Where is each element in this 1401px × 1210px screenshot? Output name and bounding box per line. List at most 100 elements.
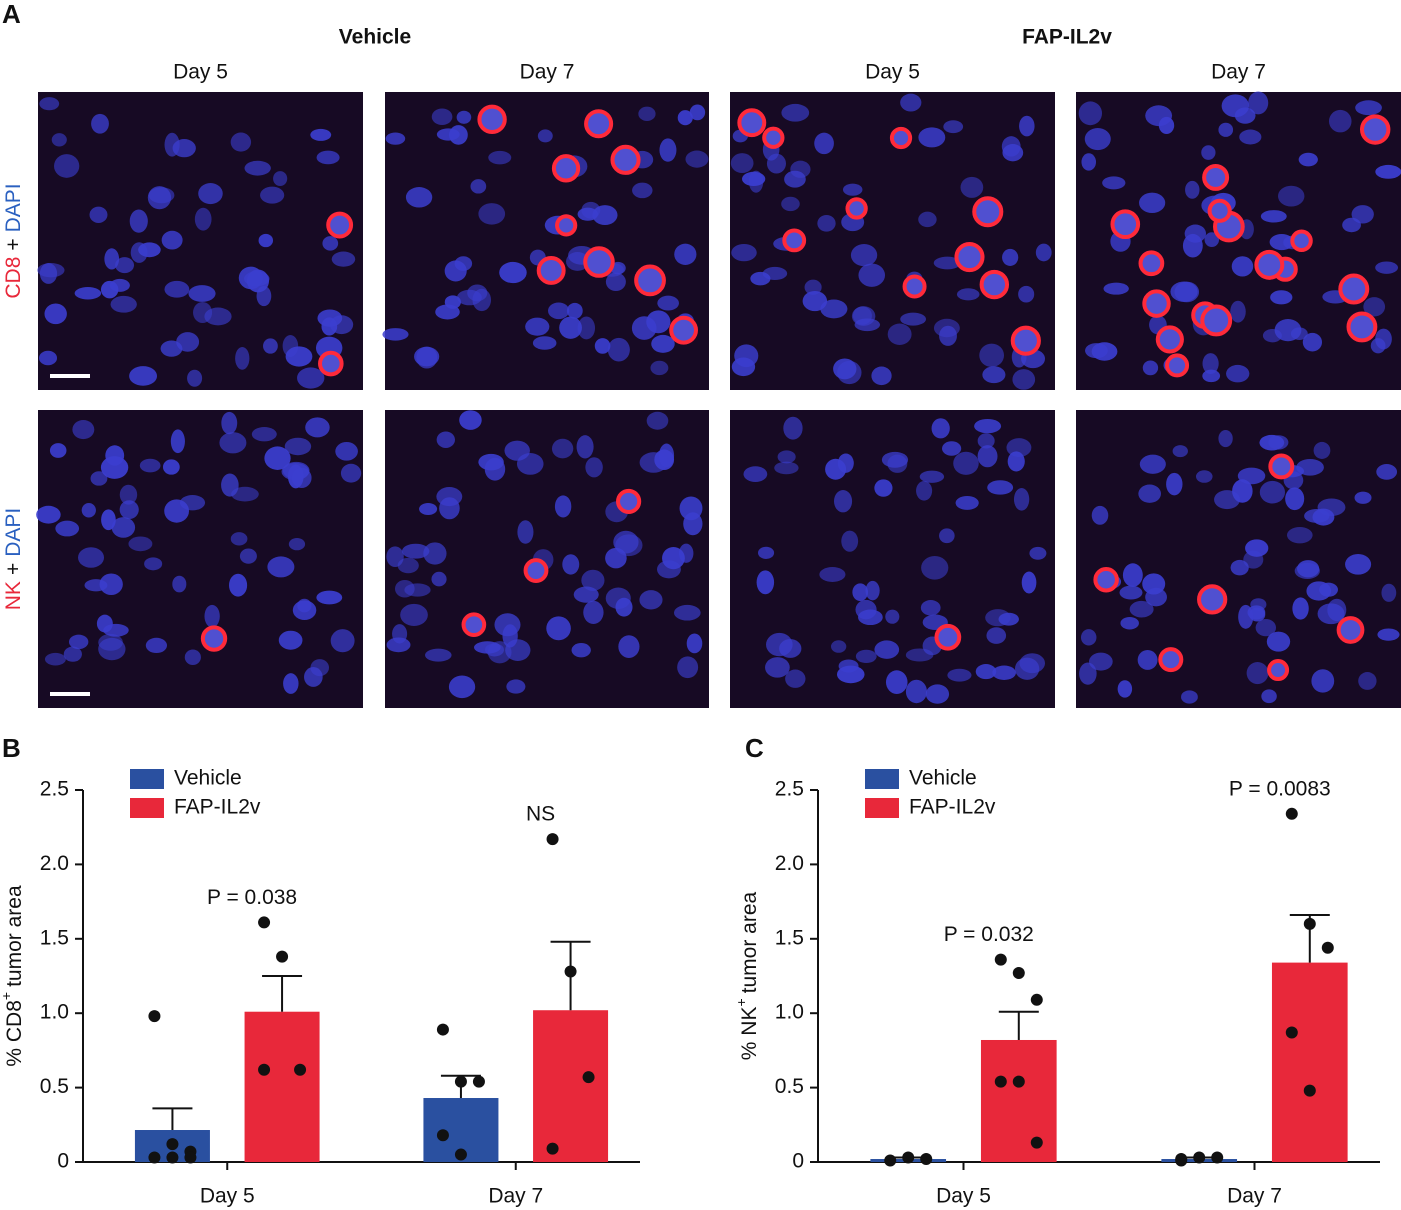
nucleus <box>1119 585 1143 600</box>
nucleus <box>777 450 796 464</box>
nucleus <box>502 624 518 648</box>
nucleus <box>613 530 639 554</box>
nucleus <box>1103 282 1129 295</box>
nucleus <box>743 466 768 482</box>
nucleus <box>448 675 476 699</box>
nucleus <box>129 209 148 233</box>
stained-cell <box>634 264 666 297</box>
stained-cell <box>536 255 566 285</box>
nucleus <box>559 316 582 339</box>
nucleus <box>977 445 998 468</box>
stained-cell <box>669 315 698 345</box>
nucleus <box>551 438 574 459</box>
nucleus <box>405 187 433 208</box>
nucleus <box>865 580 880 601</box>
nucleus <box>933 318 960 338</box>
nucleus <box>130 242 148 263</box>
nucleus <box>1102 176 1126 190</box>
nucleus <box>850 244 878 267</box>
nucleus <box>81 502 96 518</box>
data-point <box>1285 1026 1298 1039</box>
nucleus <box>817 214 836 232</box>
data-point <box>1030 993 1043 1006</box>
nucleus <box>532 336 557 350</box>
nucleus <box>292 600 317 621</box>
nucleus <box>331 251 356 267</box>
nucleus <box>1345 553 1372 575</box>
nucleus <box>855 649 877 664</box>
nucleus <box>920 600 941 616</box>
nucleus <box>340 463 362 483</box>
nucleus <box>1172 445 1188 458</box>
nucleus <box>386 637 411 653</box>
stained-cell <box>889 126 913 150</box>
nucleus <box>825 458 847 480</box>
nucleus <box>1018 285 1035 303</box>
nucleus <box>742 171 766 187</box>
nucleus <box>852 583 869 602</box>
nucleus <box>583 600 604 624</box>
nucleus <box>885 670 908 694</box>
nucleus <box>784 170 806 188</box>
nucleus <box>632 182 653 199</box>
nucleus <box>184 649 201 666</box>
nucleus <box>239 548 257 564</box>
nucleus <box>830 640 847 653</box>
nucleus <box>1381 583 1397 602</box>
x-tick-label: Day 5 <box>200 1185 255 1208</box>
nucleus <box>765 657 790 678</box>
nucleus <box>449 125 468 145</box>
nucleus <box>1270 290 1293 305</box>
stained-cell <box>200 625 228 652</box>
nucleus <box>54 154 80 178</box>
nucleus <box>316 150 340 165</box>
nucleus <box>852 306 872 325</box>
nucleus <box>1221 94 1250 118</box>
bar <box>980 1039 1057 1162</box>
nucleus <box>63 646 82 662</box>
nucleus <box>144 557 163 571</box>
nucleus <box>436 431 455 448</box>
nucleus <box>1117 680 1133 698</box>
y-tick-label: 2.0 <box>40 852 69 875</box>
nucleus <box>288 537 306 551</box>
stained-cell <box>1110 209 1141 240</box>
nucleus <box>802 290 828 312</box>
nucleus <box>836 665 865 684</box>
nucleus <box>918 127 946 148</box>
annotation: P = 0.0083 <box>1229 777 1331 800</box>
nucleus <box>506 679 526 694</box>
data-point <box>472 1075 485 1088</box>
nucleus <box>385 132 406 145</box>
stained-cell <box>326 211 354 239</box>
nucleus <box>1237 467 1266 485</box>
stained-cell <box>1359 114 1391 145</box>
nucleus <box>1170 281 1198 302</box>
nucleus <box>219 432 247 454</box>
stained-cell <box>902 274 927 299</box>
nucleus <box>1002 144 1024 162</box>
data-point <box>1012 967 1025 980</box>
nucleus <box>1079 662 1097 685</box>
nucleus <box>781 103 810 122</box>
nucleus <box>1261 689 1277 704</box>
nucleus <box>322 236 339 251</box>
nucleus <box>953 451 979 475</box>
nucleus <box>1292 597 1309 620</box>
nucleus <box>842 183 863 196</box>
data-point <box>148 1151 161 1164</box>
nucleus <box>172 139 196 158</box>
nucleus <box>198 183 223 205</box>
stained-cell <box>1093 566 1119 593</box>
data-point <box>1303 917 1316 930</box>
y-tick-label: 0.5 <box>40 1075 69 1098</box>
nucleus <box>887 323 912 345</box>
nucleus <box>90 471 108 486</box>
nucleus <box>1091 342 1118 361</box>
nucleus <box>577 316 596 340</box>
data-point <box>546 1142 559 1155</box>
x-tick-label: Day 7 <box>488 1185 543 1208</box>
data-point <box>994 1075 1007 1088</box>
nucleus <box>1201 145 1216 160</box>
y-axis-label: % NK+ tumor area <box>733 891 761 1060</box>
